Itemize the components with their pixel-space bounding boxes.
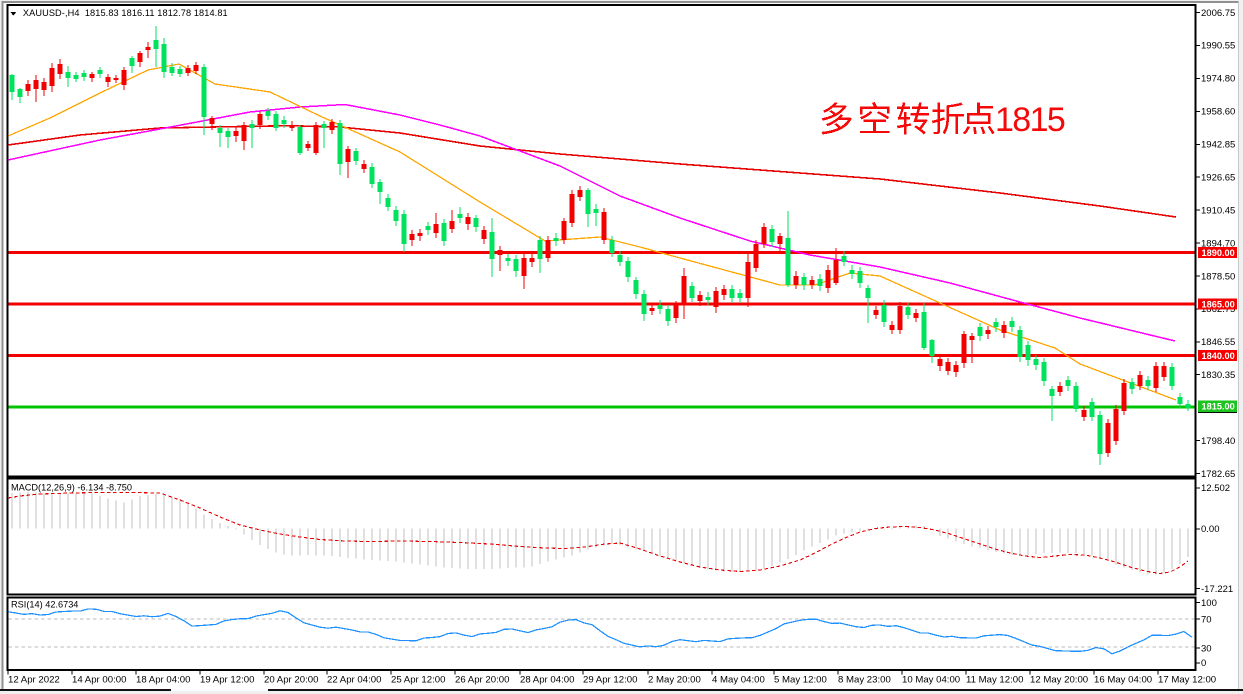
- svg-text:16 May 04:00: 16 May 04:00: [1094, 675, 1152, 686]
- svg-text:12.502: 12.502: [1201, 483, 1230, 494]
- svg-text:1958.60: 1958.60: [1201, 107, 1235, 118]
- svg-text:100: 100: [1201, 598, 1217, 609]
- svg-text:19 Apr 12:00: 19 Apr 12:00: [200, 675, 254, 686]
- svg-text:2006.75: 2006.75: [1201, 8, 1235, 19]
- svg-text:17 May 12:00: 17 May 12:00: [1158, 675, 1216, 686]
- svg-text:-17.221: -17.221: [1201, 584, 1233, 595]
- svg-text:30: 30: [1201, 643, 1212, 654]
- svg-text:0.00: 0.00: [1201, 524, 1220, 535]
- svg-text:4 May 04:00: 4 May 04:00: [712, 675, 765, 686]
- svg-text:1815.00: 1815.00: [1202, 402, 1235, 412]
- svg-text:11 May 12:00: 11 May 12:00: [966, 675, 1023, 686]
- svg-text:1990.55: 1990.55: [1201, 41, 1235, 52]
- svg-text:8 May 23:00: 8 May 23:00: [838, 675, 891, 686]
- svg-text:1840.00: 1840.00: [1202, 351, 1235, 361]
- svg-text:1830.35: 1830.35: [1201, 370, 1235, 381]
- svg-text:1926.65: 1926.65: [1201, 173, 1235, 184]
- svg-text:28 Apr 04:00: 28 Apr 04:00: [520, 675, 574, 686]
- svg-text:12 May 20:00: 12 May 20:00: [1030, 675, 1088, 686]
- svg-text:1782.65: 1782.65: [1201, 469, 1235, 480]
- svg-text:1815: 1815: [995, 101, 1065, 139]
- svg-text:1890.00: 1890.00: [1202, 248, 1235, 258]
- svg-text:10 May 04:00: 10 May 04:00: [902, 675, 960, 686]
- svg-text:1894.70: 1894.70: [1201, 238, 1235, 249]
- svg-text:29 Apr 12:00: 29 Apr 12:00: [583, 675, 637, 686]
- svg-text:0: 0: [1201, 658, 1206, 669]
- svg-text:26 Apr 20:00: 26 Apr 20:00: [455, 675, 509, 686]
- svg-text:14 Apr 00:00: 14 Apr 00:00: [72, 675, 126, 686]
- svg-text:2 May 20:00: 2 May 20:00: [648, 675, 701, 686]
- svg-text:18 Apr 04:00: 18 Apr 04:00: [136, 675, 190, 686]
- svg-text:1878.50: 1878.50: [1201, 271, 1235, 282]
- svg-text:1846.55: 1846.55: [1201, 337, 1235, 348]
- svg-text:1865.00: 1865.00: [1202, 299, 1235, 309]
- svg-text:RSI(14) 42.6734: RSI(14) 42.6734: [11, 600, 78, 610]
- svg-text:1862.75: 1862.75: [1201, 304, 1235, 315]
- svg-text:5 May 12:00: 5 May 12:00: [774, 675, 827, 686]
- svg-text:1910.45: 1910.45: [1201, 205, 1235, 216]
- svg-text:1974.80: 1974.80: [1201, 74, 1235, 85]
- svg-text:25 Apr 12:00: 25 Apr 12:00: [391, 675, 445, 686]
- svg-text:12 Apr 2022: 12 Apr 2022: [8, 675, 60, 686]
- svg-text:XAUUSD-,H4 1815.83 1816.11 18: XAUUSD-,H4 1815.83 1816.11 1812.78 1814.…: [23, 8, 228, 18]
- svg-text:MACD(12,26,9) -6.134 -8.750: MACD(12,26,9) -6.134 -8.750: [11, 483, 132, 493]
- svg-text:20 Apr 20:00: 20 Apr 20:00: [264, 675, 318, 686]
- svg-text:1942.85: 1942.85: [1201, 140, 1235, 151]
- svg-text:1798.40: 1798.40: [1201, 436, 1235, 447]
- svg-text:70: 70: [1201, 615, 1212, 626]
- svg-text:22 Apr 04:00: 22 Apr 04:00: [327, 675, 381, 686]
